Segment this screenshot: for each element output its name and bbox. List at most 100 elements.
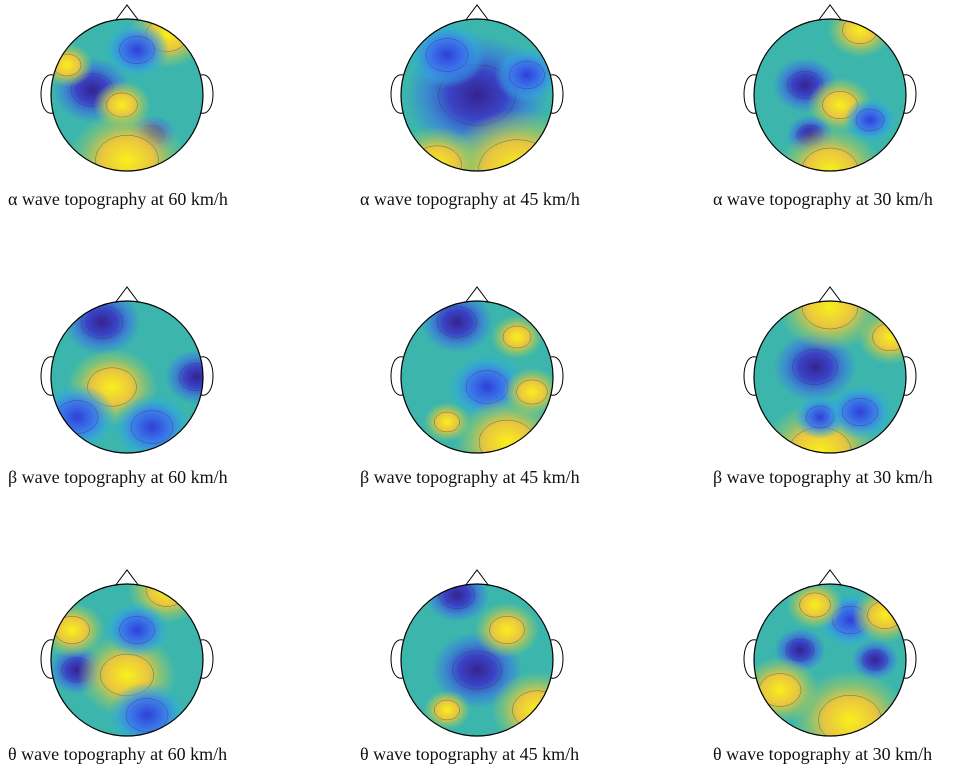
- nose: [114, 286, 140, 304]
- right-ear: [903, 356, 917, 396]
- head-outline: [50, 300, 204, 454]
- right-ear: [550, 356, 564, 396]
- map-blob: [408, 22, 486, 88]
- map-blob: [113, 394, 191, 453]
- map-blob: [778, 301, 882, 351]
- contour-line: [130, 410, 174, 444]
- left-ear: [40, 74, 54, 114]
- caption: β wave topography at 60 km/h: [8, 467, 228, 487]
- map-fill: [754, 584, 906, 736]
- head-outline: [400, 300, 554, 454]
- map-blob: [786, 584, 844, 630]
- contour-line: [95, 135, 159, 171]
- contour-line: [439, 584, 475, 609]
- nose: [464, 569, 490, 587]
- nose: [464, 4, 490, 22]
- contour-line: [502, 325, 532, 349]
- topography-map: [743, 569, 917, 737]
- contour-line: [855, 108, 885, 132]
- contour-line: [862, 649, 888, 671]
- caption: θ wave topography at 45 km/h: [360, 744, 579, 764]
- head-outline: [400, 583, 554, 737]
- contour-line: [119, 36, 155, 64]
- map-blob: [851, 640, 899, 680]
- head-outline: [753, 18, 907, 172]
- right-ear: [903, 639, 917, 679]
- map-blob: [844, 98, 896, 142]
- map-fill: [401, 301, 553, 453]
- map-blob: [791, 670, 906, 736]
- contour-line: [799, 592, 831, 618]
- topography-map: [40, 4, 214, 172]
- right-ear: [200, 356, 214, 396]
- contour-line: [425, 38, 469, 72]
- map-blob: [108, 682, 186, 736]
- head-outline: [753, 583, 907, 737]
- left-ear: [743, 74, 757, 114]
- nose: [114, 4, 140, 22]
- map-blob: [455, 398, 553, 453]
- contour-line: [785, 638, 815, 662]
- caption: α wave topography at 30 km/h: [713, 189, 933, 209]
- map-blob: [827, 384, 893, 440]
- contour-line: [489, 616, 525, 644]
- map-fill: [51, 301, 203, 453]
- contour-line: [434, 411, 460, 433]
- map-fill: [51, 584, 203, 736]
- topography-map: [40, 286, 214, 454]
- contour-line: [509, 61, 545, 89]
- head-outline: [400, 18, 554, 172]
- map-blob: [857, 309, 906, 365]
- caption: θ wave topography at 60 km/h: [8, 744, 227, 764]
- contour-line: [125, 698, 169, 732]
- nose: [114, 569, 140, 587]
- map-blob: [494, 47, 553, 103]
- map-blob: [164, 349, 203, 405]
- topography-map: [743, 4, 917, 172]
- left-ear: [40, 356, 54, 396]
- contour-line: [434, 699, 460, 721]
- map-fill: [51, 19, 203, 171]
- contour-line: [119, 616, 155, 644]
- contour-line: [452, 650, 502, 690]
- map-blob: [474, 602, 540, 658]
- map-blob: [491, 315, 543, 359]
- contour-line: [179, 363, 203, 391]
- map-blob: [423, 690, 471, 730]
- right-ear: [903, 74, 917, 114]
- topography-map: [390, 569, 564, 737]
- map-blob: [827, 19, 893, 58]
- map-fill: [754, 19, 906, 171]
- caption: α wave topography at 45 km/h: [360, 189, 580, 209]
- topography-map: [40, 569, 214, 737]
- head-outline: [50, 583, 204, 737]
- map-blob: [423, 402, 471, 442]
- left-ear: [743, 639, 757, 679]
- nose: [817, 569, 843, 587]
- contour-line: [792, 349, 838, 385]
- right-ear: [550, 639, 564, 679]
- contour-line: [801, 301, 859, 330]
- head-outline: [753, 300, 907, 454]
- caption: β wave topography at 30 km/h: [713, 467, 933, 487]
- nose: [464, 286, 490, 304]
- map-fill: [754, 301, 906, 453]
- map-blob: [104, 22, 170, 78]
- nose: [817, 4, 843, 22]
- map-blob: [424, 584, 490, 623]
- contour-line: [437, 306, 477, 338]
- nose: [817, 286, 843, 304]
- left-ear: [390, 356, 404, 396]
- map-blob: [778, 126, 882, 171]
- left-ear: [390, 639, 404, 679]
- map-blob: [852, 587, 906, 643]
- head-outline: [50, 18, 204, 172]
- map-blob: [491, 671, 553, 736]
- map-blob: [104, 602, 170, 658]
- caption: β wave topography at 45 km/h: [360, 467, 580, 487]
- right-ear: [550, 74, 564, 114]
- caption: α wave topography at 60 km/h: [8, 189, 228, 209]
- contour-line: [842, 398, 878, 426]
- left-ear: [40, 639, 54, 679]
